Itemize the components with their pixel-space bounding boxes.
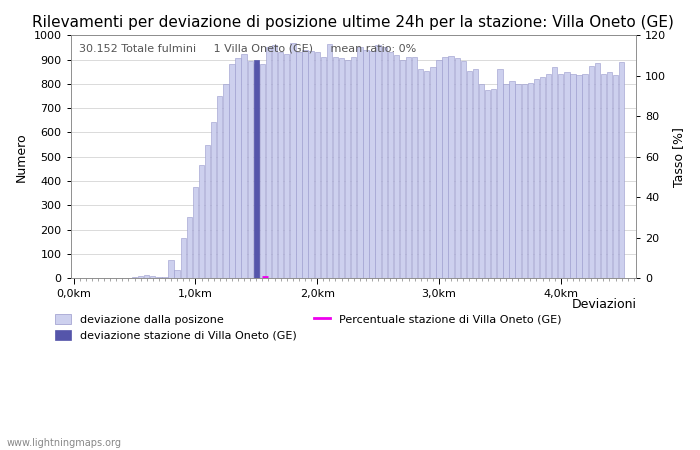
Bar [290,43,295,278]
Bar [296,52,302,278]
Bar [253,64,259,278]
Bar [601,74,606,278]
Bar [442,57,448,278]
Bar [363,50,369,278]
Bar [217,96,223,278]
Bar [199,165,204,278]
Bar [576,76,582,278]
Bar [187,217,192,278]
Bar [138,276,144,278]
Bar [454,58,460,278]
Text: Deviazioni: Deviazioni [571,297,636,310]
Bar [321,57,326,278]
Bar [284,54,289,278]
Bar [235,58,241,278]
Bar [412,57,417,278]
Bar [278,52,284,278]
Bar [540,76,545,278]
Legend: deviazione dalla posizone, deviazione stazione di Villa Oneto (GE), Percentuale : deviazione dalla posizone, deviazione st… [50,310,566,346]
Bar [302,50,308,278]
Bar [510,81,514,278]
Bar [533,79,539,278]
Bar [515,84,521,278]
Bar [327,44,332,278]
Bar [570,74,575,278]
Bar [272,45,277,278]
Bar [248,61,253,278]
Bar [589,66,594,278]
Bar [174,270,180,278]
Bar [266,47,271,278]
Bar [205,144,210,278]
Bar [181,238,186,278]
Bar [314,52,320,278]
Bar [193,187,198,278]
Bar [144,275,149,278]
Bar [485,90,491,278]
Bar [357,47,363,278]
Bar [162,277,167,278]
Bar [400,59,405,278]
Bar [607,72,612,278]
Bar [528,83,533,278]
Bar [479,84,484,278]
Bar [150,276,155,278]
Bar [406,57,411,278]
Bar [382,47,387,278]
Bar [223,84,228,278]
Bar [230,64,235,278]
Bar [169,260,174,278]
Bar [211,122,216,278]
Bar [461,61,466,278]
Bar [393,55,399,278]
Bar [260,64,265,278]
Bar [339,58,344,278]
Bar [522,84,527,278]
Bar [619,62,624,278]
Bar [309,51,314,278]
Bar [430,67,435,278]
Bar [558,74,564,278]
Bar [388,52,393,278]
Bar [491,89,496,278]
Bar [241,54,247,278]
Bar [497,69,503,278]
Bar [613,76,618,278]
Text: www.lightningmaps.org: www.lightningmaps.org [7,438,122,448]
Title: Rilevamenti per deviazione di posizione ultime 24h per la stazione: Villa Oneto : Rilevamenti per deviazione di posizione … [32,15,674,30]
Bar [424,71,430,278]
Bar [132,277,137,278]
Text: 30.152 Totale fulmini     1 Villa Oneto (GE)     mean ratio: 0%: 30.152 Totale fulmini 1 Villa Oneto (GE)… [79,44,416,54]
Bar [503,84,509,278]
Bar [418,69,424,278]
Bar [370,51,374,278]
Bar [156,277,162,278]
Bar [332,57,338,278]
Bar [552,67,557,278]
Bar [546,74,552,278]
Bar [594,63,600,278]
Bar [467,71,472,278]
Y-axis label: Tasso [%]: Tasso [%] [672,127,685,187]
Bar [473,69,478,278]
Bar [253,59,259,278]
Y-axis label: Numero: Numero [15,132,28,181]
Bar [582,74,588,278]
Bar [351,57,356,278]
Bar [375,45,381,278]
Bar [345,59,350,278]
Bar [564,72,570,278]
Bar [436,59,442,278]
Bar [449,56,454,278]
